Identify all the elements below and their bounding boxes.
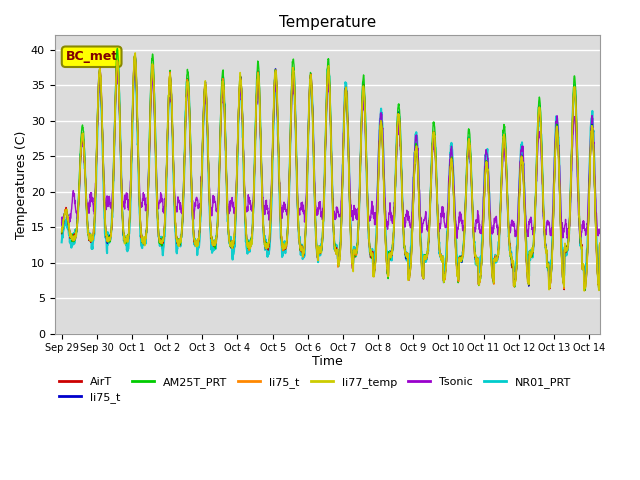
X-axis label: Time: Time (312, 355, 342, 368)
Y-axis label: Temperatures (C): Temperatures (C) (15, 130, 28, 239)
Legend: AirT, li75_t, AM25T_PRT, li75_t, li77_temp, Tsonic, NR01_PRT: AirT, li75_t, AM25T_PRT, li75_t, li77_te… (54, 372, 576, 408)
Title: Temperature: Temperature (278, 15, 376, 30)
Text: BC_met: BC_met (65, 50, 118, 63)
